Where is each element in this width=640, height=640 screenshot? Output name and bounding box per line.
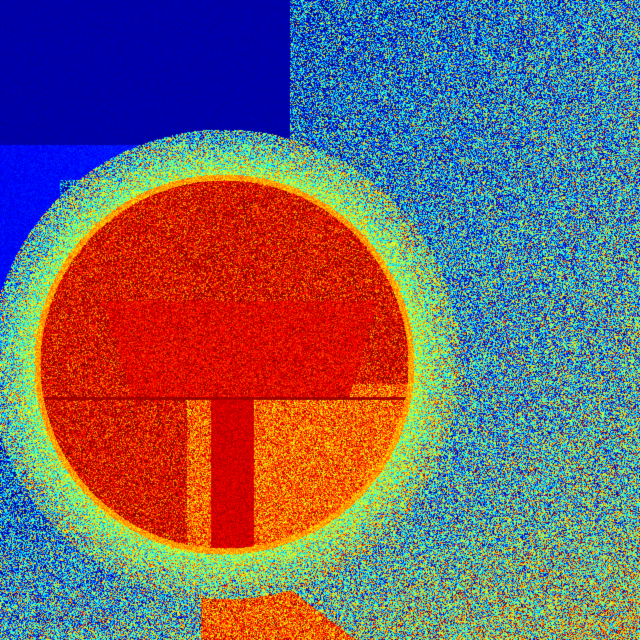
heatmap-image: [0, 0, 640, 640]
false-color-sphere-render: [0, 0, 640, 640]
